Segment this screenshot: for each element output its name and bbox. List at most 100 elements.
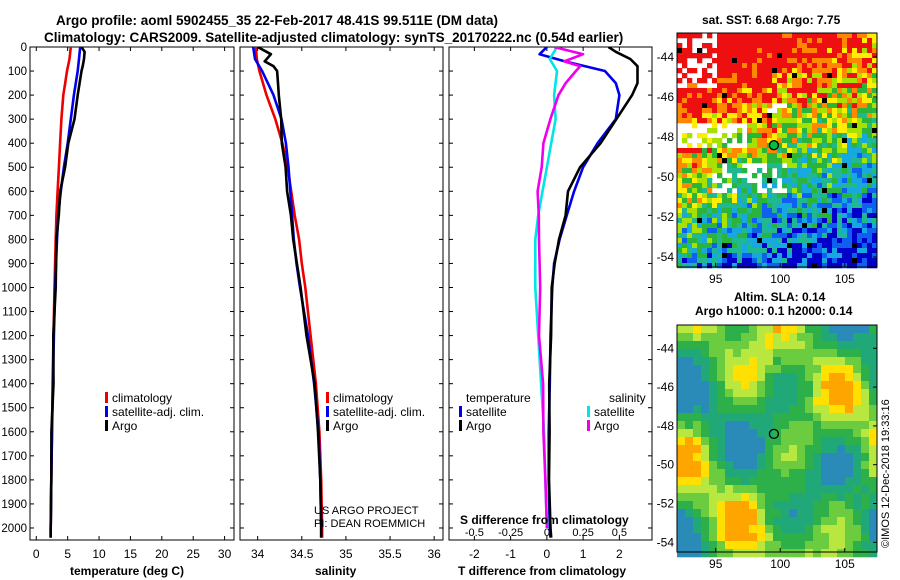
map-cell xyxy=(757,83,763,89)
map-cell xyxy=(822,253,828,259)
map-cell xyxy=(752,63,758,69)
map-cell xyxy=(821,397,830,406)
map-cell xyxy=(781,413,790,422)
map-cell xyxy=(861,325,870,334)
map-cell xyxy=(717,357,726,366)
map-cell xyxy=(812,33,818,39)
map-cell xyxy=(837,485,846,494)
map-cell xyxy=(767,198,773,204)
map-cell xyxy=(677,238,683,244)
map-cell xyxy=(772,158,778,164)
map-cell xyxy=(822,33,828,39)
map-cell xyxy=(842,248,848,254)
map-cell xyxy=(685,373,694,382)
map-cell xyxy=(781,445,790,454)
map-cell xyxy=(842,153,848,159)
map-cell xyxy=(765,333,774,342)
map-cell xyxy=(845,493,854,502)
map-cell xyxy=(717,437,726,446)
map-cell xyxy=(802,33,808,39)
map-cell xyxy=(732,83,738,89)
map-cell xyxy=(702,133,708,139)
map-cell xyxy=(847,113,853,119)
map-cell xyxy=(682,148,688,154)
map-cell xyxy=(687,98,693,104)
map-cell xyxy=(837,333,846,342)
map-cell xyxy=(737,153,743,159)
map-cell xyxy=(765,533,774,542)
map-cell xyxy=(807,138,813,144)
map-cell xyxy=(725,413,734,422)
map-cell xyxy=(773,413,782,422)
map-cell xyxy=(732,98,738,104)
map-cell xyxy=(802,258,808,264)
map-cell xyxy=(767,153,773,159)
map-cell xyxy=(717,413,726,422)
map-cell xyxy=(742,78,748,84)
map-cell xyxy=(842,128,848,134)
map-cell xyxy=(712,228,718,234)
map-cell xyxy=(737,158,743,164)
map-cell xyxy=(792,148,798,154)
map-cell xyxy=(797,517,806,526)
map-cell xyxy=(727,118,733,124)
map-cell xyxy=(837,445,846,454)
map-cell xyxy=(712,233,718,239)
map-cell xyxy=(857,83,863,89)
map-cell xyxy=(847,63,853,69)
map-cell xyxy=(677,389,686,398)
map-cell xyxy=(822,258,828,264)
map-cell xyxy=(812,53,818,59)
map-cell xyxy=(832,168,838,174)
map-cell xyxy=(693,477,702,486)
map-cell xyxy=(807,258,813,264)
map-cell xyxy=(773,533,782,542)
map-cell xyxy=(812,233,818,239)
map-cell xyxy=(853,349,862,358)
map-cell xyxy=(682,93,688,99)
map-cell xyxy=(752,188,758,194)
map-cell xyxy=(732,163,738,169)
series-line-argo xyxy=(49,47,86,538)
map-cell xyxy=(767,263,773,269)
map-cell xyxy=(773,477,782,486)
map-cell xyxy=(812,123,818,129)
map-cell xyxy=(829,421,838,430)
map-cell xyxy=(872,128,878,134)
map-cell xyxy=(732,63,738,69)
map-cells xyxy=(677,325,878,558)
map-cell xyxy=(787,73,793,79)
map-cell xyxy=(773,541,782,550)
map-cell xyxy=(709,389,718,398)
map-cell xyxy=(762,103,768,109)
map-cell xyxy=(812,248,818,254)
map-cell xyxy=(862,213,868,219)
map-cell xyxy=(712,183,718,189)
map-cell xyxy=(737,63,743,69)
map-cell xyxy=(767,58,773,64)
map-cell xyxy=(697,153,703,159)
map-cell xyxy=(749,341,758,350)
map-cell xyxy=(732,203,738,209)
map-cell xyxy=(837,118,843,124)
map-cell xyxy=(697,193,703,199)
map-cell xyxy=(749,429,758,438)
map-cell xyxy=(733,509,742,518)
map-cell xyxy=(862,223,868,229)
map-cell xyxy=(847,208,853,214)
map-cell xyxy=(872,88,878,94)
map-cell xyxy=(742,43,748,49)
map-cell xyxy=(741,413,750,422)
map-cell xyxy=(847,43,853,49)
map-cell xyxy=(725,493,734,502)
map-cell xyxy=(752,58,758,64)
map-cell xyxy=(767,148,773,154)
map-cell xyxy=(792,198,798,204)
map-cell xyxy=(789,333,798,342)
map-cell xyxy=(817,113,823,119)
map-cell xyxy=(749,413,758,422)
map-cell xyxy=(853,413,862,422)
map-cell xyxy=(707,228,713,234)
map-cell xyxy=(693,389,702,398)
map-cell xyxy=(707,138,713,144)
